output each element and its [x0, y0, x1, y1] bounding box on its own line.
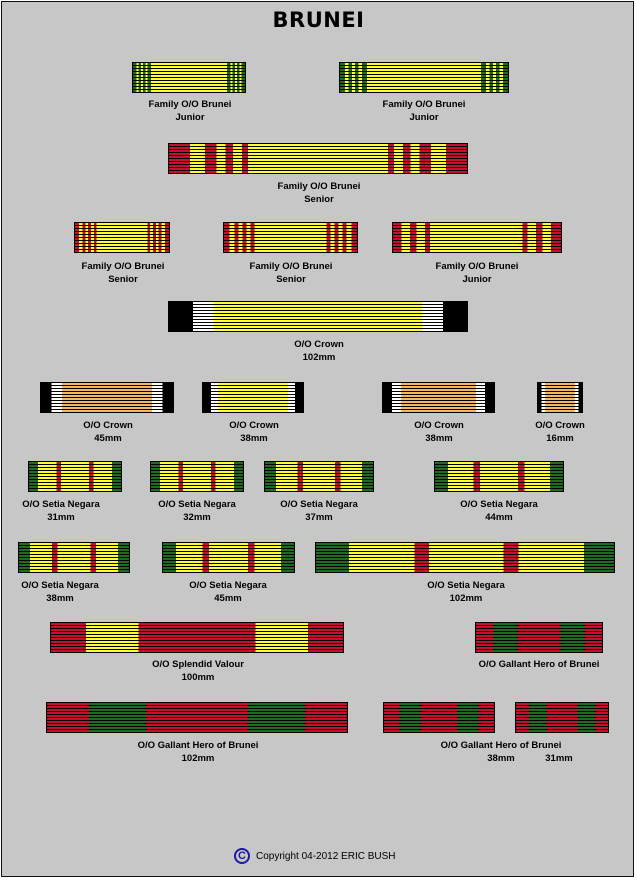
ribbon-label-line: O/O Setia Negara — [427, 580, 505, 591]
ribbon-label-line: O/O Setia Negara — [158, 499, 236, 510]
ribbon-label: O/O Setia Negara 102mm — [356, 579, 576, 605]
ribbon-setia — [162, 542, 295, 573]
ribbon-label: O/O Splendid Valour 100mm — [88, 658, 308, 684]
ribbon-label-line: 38mm — [46, 593, 74, 604]
ribbon-label: O/O Crown 16mm — [450, 419, 637, 445]
ribbon-label: 31mm — [449, 752, 637, 765]
ribbon-valour — [50, 622, 344, 653]
ribbon-label: O/O Setia Negara 44mm — [389, 498, 609, 524]
ribbon-label-line: 102mm — [449, 593, 483, 604]
ribbon-setia — [18, 542, 130, 573]
ribbon-label: O/O Setia Negara 38mm — [0, 579, 170, 605]
ribbon-label-line: Family O/O Brunei — [249, 261, 333, 272]
ribbon-label-line: 102mm — [181, 753, 215, 764]
ribbon-label-line: Family O/O Brunei — [148, 99, 232, 110]
ribbon-label-line: O/O Setia Negara — [22, 499, 100, 510]
page-title: BRUNEI — [272, 8, 365, 32]
ribbon-crown-orange — [537, 382, 583, 413]
ribbon-label-line: Junior — [462, 274, 492, 285]
ribbon-label: O/O Crown 102mm — [209, 338, 429, 364]
ribbon-label-line: Family O/O Brunei — [382, 99, 466, 110]
ribbon-setia-wide — [315, 542, 615, 573]
ribbon-label: O/O Gallant Hero of Brunei 38mm — [391, 739, 611, 765]
ribbon-family-junior — [132, 62, 246, 93]
ribbon-label: Family O/O Brunei Senior — [181, 260, 401, 286]
copyright-icon: C — [234, 848, 250, 864]
ribbon-label-line: Senior — [108, 274, 138, 285]
copyright-text: Copyright 04-2012 ERIC BUSH — [256, 850, 396, 862]
ribbon-family-junior — [339, 62, 509, 93]
ribbon-gallant — [475, 622, 603, 653]
ribbon-family-senior — [74, 222, 170, 253]
copyright-line: C Copyright 04-2012 ERIC BUSH — [234, 848, 396, 864]
ribbon-label-line: O/O Gallant Hero of Brunei — [440, 740, 562, 751]
ribbon-label-line: 38mm — [487, 753, 515, 764]
ribbon-label-line: 38mm — [425, 433, 453, 444]
ribbon-label: Family O/O Brunei Senior — [209, 180, 429, 206]
ribbon-label: O/O Crown 38mm — [329, 419, 549, 445]
ribbon-label-line: 31mm — [47, 512, 75, 523]
ribbon-gallant — [383, 702, 495, 733]
ribbon-label-line: O/O Splendid Valour — [152, 659, 244, 670]
ribbon-label-line: O/O Gallant Hero of Brunei — [478, 659, 600, 670]
ribbon-label-line: Family O/O Brunei — [435, 261, 519, 272]
ribbon-label: Family O/O Brunei Junior — [314, 98, 534, 124]
ribbon-label: O/O Setia Negara 37mm — [209, 498, 429, 524]
ribbon-label-line: 16mm — [546, 433, 574, 444]
ribbon-label-line: O/O Crown — [83, 420, 133, 431]
ribbon-setia — [28, 461, 122, 492]
ribbon-label-line: Junior — [409, 112, 439, 123]
ribbon-label: O/O Setia Negara 32mm — [87, 498, 307, 524]
ribbon-crown-orange — [40, 382, 174, 413]
ribbon-label: O/O Setia Negara 31mm — [0, 498, 171, 524]
ribbon-label: O/O Crown 45mm — [0, 419, 218, 445]
ribbon-label: O/O Crown 38mm — [144, 419, 364, 445]
ribbon-label-line: Senior — [276, 274, 306, 285]
ribbon-label-line: O/O Crown — [414, 420, 464, 431]
ribbon-gallant — [515, 702, 609, 733]
ribbon-label-line: 32mm — [183, 512, 211, 523]
ribbon-setia — [264, 461, 374, 492]
ribbon-label-line: 102mm — [302, 352, 336, 363]
ribbon-family-junior-red — [392, 222, 562, 253]
ribbon-label-line: O/O Crown — [294, 339, 344, 350]
ribbon-label: Family O/O Brunei Junior — [367, 260, 587, 286]
ribbon-label-line: O/O Setia Negara — [280, 499, 358, 510]
ribbon-label-line: O/O Setia Negara — [189, 580, 267, 591]
ribbon-label-line: O/O Crown — [535, 420, 585, 431]
ribbon-label-line: O/O Gallant Hero of Brunei — [137, 740, 259, 751]
ribbon-label-line: 37mm — [305, 512, 333, 523]
ribbon-label-line: O/O Crown — [229, 420, 279, 431]
ribbon-label-line: 45mm — [94, 433, 122, 444]
ribbon-label-line: 31mm — [545, 753, 573, 764]
ribbon-label-line: 44mm — [485, 512, 513, 523]
ribbon-label-line: O/O Setia Negara — [460, 499, 538, 510]
ribbon-setia — [150, 461, 244, 492]
ribbon-label: O/O Gallant Hero of Brunei — [429, 658, 637, 671]
ribbon-label: Family O/O Brunei Senior — [13, 260, 233, 286]
ribbon-gallant — [46, 702, 348, 733]
ribbon-label-line: 38mm — [240, 433, 268, 444]
ribbon-setia — [434, 461, 564, 492]
ribbon-family-senior — [223, 222, 358, 253]
ribbon-label-line: Junior — [175, 112, 205, 123]
ribbon-label-line: 100mm — [181, 672, 215, 683]
ribbon-crown-orange — [382, 382, 495, 413]
ribbon-label: O/O Setia Negara 45mm — [118, 579, 338, 605]
ribbon-label-line: Family O/O Brunei — [81, 261, 165, 272]
ribbon-label-line: 45mm — [214, 593, 242, 604]
ribbon-crown-yellow — [168, 301, 468, 332]
ribbon-label-line: O/O Setia Negara — [21, 580, 99, 591]
ribbon-label-line: Senior — [304, 194, 334, 205]
ribbon-family-senior-wide — [168, 143, 468, 174]
ribbon-crown-yellow — [202, 382, 304, 413]
ribbon-label-line: Family O/O Brunei — [277, 181, 361, 192]
ribbon-label: Family O/O Brunei Junior — [80, 98, 300, 124]
ribbon-label: O/O Gallant Hero of Brunei 102mm — [88, 739, 308, 765]
